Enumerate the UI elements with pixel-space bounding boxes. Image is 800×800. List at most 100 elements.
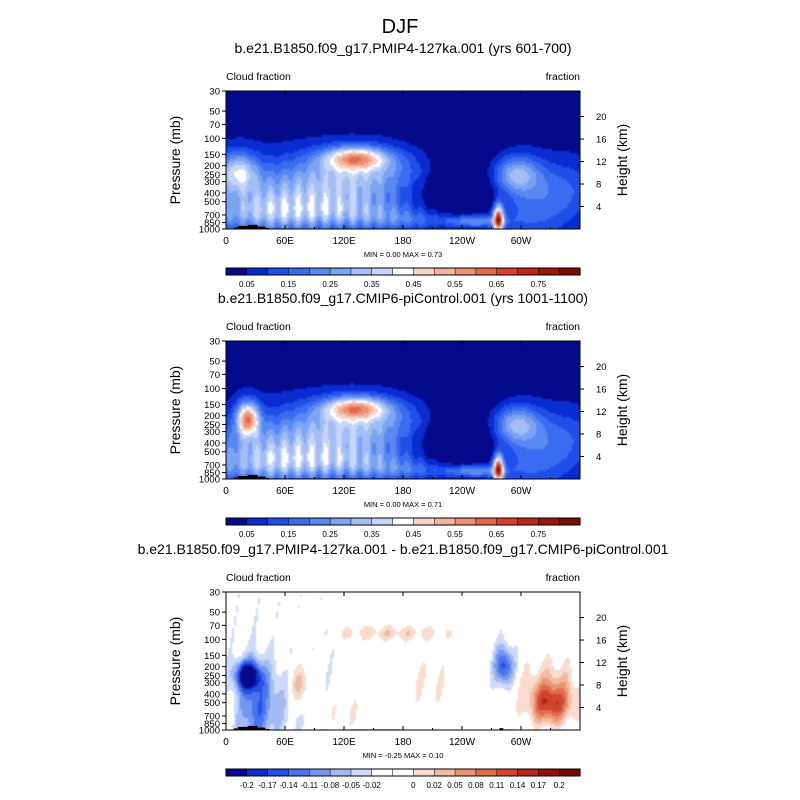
x-tick-label: 60E	[276, 236, 294, 247]
colorbar-box	[496, 267, 519, 276]
colorbar-label: -0.02	[363, 781, 382, 790]
y-tick-label: 200	[204, 662, 220, 673]
min-max-stats: MIN = -0.25 MAX = 0.10	[363, 751, 444, 760]
y-tick-label: 200	[204, 411, 220, 422]
colorbar-box	[538, 768, 560, 777]
colorbar-box	[246, 768, 269, 777]
y-tick-label: 200	[204, 161, 220, 172]
cloud-fraction-contours	[226, 592, 580, 730]
colorbar-box	[558, 267, 581, 276]
colorbar-box	[392, 267, 414, 276]
y-tick-label: 500	[204, 698, 220, 709]
topography-block	[233, 227, 238, 229]
colorbar-label: -0.11	[300, 781, 318, 790]
colorbar-label: 0.65	[489, 280, 505, 289]
colorbar-box	[413, 768, 435, 777]
colorbar-box	[350, 768, 373, 777]
colorbar-box	[475, 768, 498, 777]
colorbar-box	[517, 768, 539, 777]
colorbar-box	[329, 517, 352, 526]
colorbar-box	[309, 517, 331, 526]
y-tick-label: 250	[204, 671, 220, 682]
cloud-fraction-label: Cloud fraction	[226, 321, 291, 333]
colorbar-label: 0.14	[510, 781, 526, 790]
panel-3: b.e21.B1850.f09_g17.PMIP4-127ka.001 - b.…	[138, 541, 669, 790]
y-tick-label: 500	[204, 197, 220, 208]
units-label: fraction	[546, 71, 581, 83]
colorbar-label: -0.05	[342, 781, 361, 790]
y-tick-label: 1000	[199, 225, 220, 236]
height-tick-label: 8	[596, 681, 601, 692]
y-tick-label: 30	[209, 588, 220, 599]
colorbar-box	[392, 768, 414, 777]
colorbar-label: 0.35	[364, 530, 380, 539]
colorbar-frame	[225, 267, 581, 276]
y-tick-label: 700	[204, 460, 220, 471]
colorbar-label: 0.75	[531, 530, 547, 539]
y-tick-label: 100	[204, 134, 220, 145]
y-tick-label: 300	[204, 177, 220, 188]
colorbar-label: 0.05	[239, 530, 255, 539]
y-tick-label: 700	[204, 711, 220, 722]
height-tick-label: 4	[596, 202, 601, 213]
colorbar-box	[350, 267, 373, 276]
y-tick-label: 250	[204, 170, 220, 181]
colorbar-box	[538, 267, 560, 276]
topography-block	[237, 726, 248, 730]
x-tick-label: 180	[395, 486, 412, 497]
colorbar-box	[225, 267, 248, 276]
x-tick-label: 60E	[276, 737, 294, 748]
x-tick-label: 0	[223, 737, 229, 748]
x-tick-label: 0	[223, 236, 229, 247]
colorbar-label: 0	[411, 781, 416, 790]
y-tick-label: 150	[204, 651, 220, 662]
y-tick-label: 70	[209, 120, 220, 131]
x-tick-label: 60W	[511, 486, 532, 497]
y-tick-label: 700	[204, 210, 220, 221]
cloud-fraction-label: Cloud fraction	[226, 71, 291, 83]
y-tick-label: 70	[209, 370, 220, 381]
min-max-stats: MIN = 0.00 MAX = 0.71	[364, 500, 442, 509]
height-tick-label: 20	[596, 362, 607, 373]
colorbar-box	[288, 768, 310, 777]
y-tick-label: 1000	[199, 726, 220, 737]
y-tick-label: 1000	[199, 475, 220, 486]
x-tick-label: 120E	[332, 486, 356, 497]
units-label: fraction	[546, 572, 581, 584]
panel-1: b.e21.B1850.f09_g17.PMIP4-127ka.001 (yrs…	[167, 40, 630, 289]
x-tick-label: 120E	[332, 236, 356, 247]
height-tick-label: 8	[596, 180, 601, 191]
x-tick-label: 120E	[332, 737, 356, 748]
colorbar-label: 0.25	[322, 530, 338, 539]
y-tick-label: 150	[204, 150, 220, 161]
colorbar-label: -0.17	[259, 781, 278, 790]
colorbar-box	[517, 517, 539, 526]
y-axis-label: Pressure (mb)	[167, 366, 183, 455]
colorbar-box	[267, 517, 290, 526]
colorbar-box	[392, 517, 414, 526]
height-tick-label: 12	[596, 157, 607, 168]
y-tick-label: 300	[204, 678, 220, 689]
colorbar-label: 0.55	[447, 530, 463, 539]
colorbar-label: 0.08	[468, 781, 484, 790]
colorbar-label: 0.2	[554, 781, 566, 790]
height-axis-label: Height (km)	[614, 374, 630, 446]
y-tick-label: 30	[209, 337, 220, 348]
colorbar-box	[246, 267, 269, 276]
colorbar-label: 0.15	[281, 280, 297, 289]
colorbar-label: 0.55	[447, 280, 463, 289]
y-tick-label: 50	[209, 608, 220, 619]
colorbar-box	[225, 768, 248, 777]
colorbar-box	[309, 267, 331, 276]
cloud-fraction-label: Cloud fraction	[226, 572, 291, 584]
colorbar-box	[475, 517, 498, 526]
y-tick-label: 70	[209, 621, 220, 632]
colorbar-box	[454, 768, 477, 777]
height-tick-label: 8	[596, 430, 601, 441]
colorbar-box	[433, 267, 456, 276]
height-tick-label: 20	[596, 112, 607, 123]
colorbar-label: 0.25	[322, 280, 338, 289]
colorbar-label: 0.05	[447, 781, 463, 790]
